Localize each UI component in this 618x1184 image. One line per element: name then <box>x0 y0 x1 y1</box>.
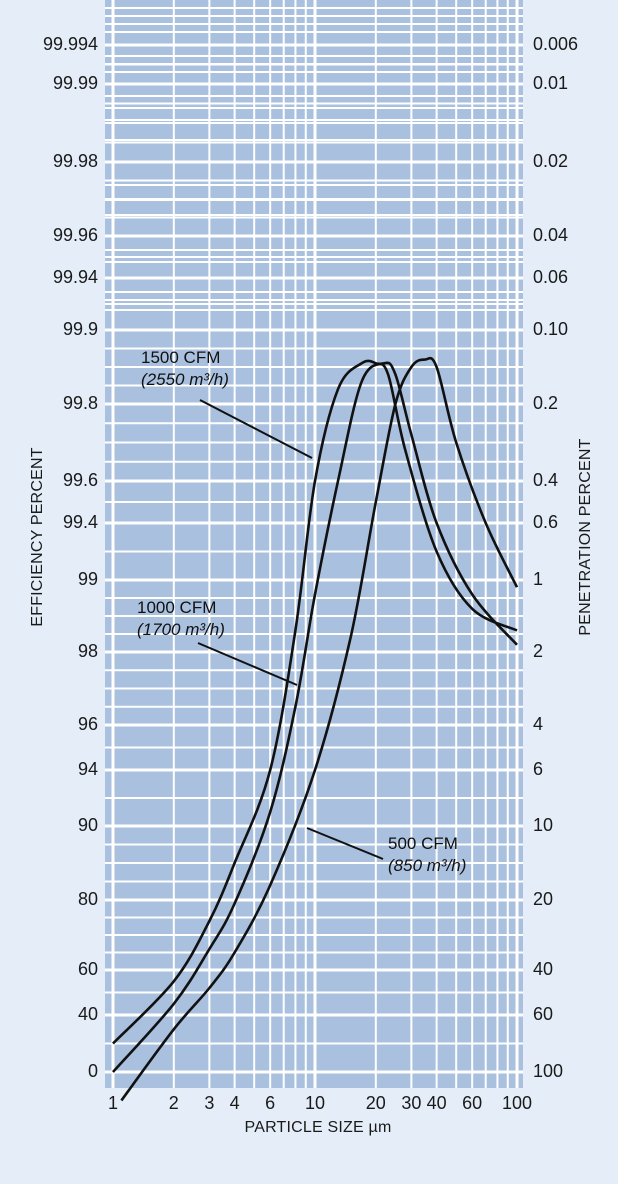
series-line-1000-cfm <box>112 361 518 1073</box>
series-label-1000-cfm: 1000 CFM <box>137 598 216 617</box>
y-right-tick-label: 0.006 <box>533 34 578 54</box>
y-right-tick-label: 10 <box>533 815 553 835</box>
y-left-tick-label: 99.98 <box>53 151 98 171</box>
series-label-1500-cfm: 1500 CFM <box>141 348 220 367</box>
x-title: PARTICLE SIZE µm <box>245 1119 392 1136</box>
y-left-tick-label: 40 <box>78 1004 98 1024</box>
y-right-tick-label: 0.04 <box>533 225 568 245</box>
annotation-1000-cfm: 1000 CFM (1700 m³/h) <box>137 598 298 686</box>
y-right-tick-label: 0.6 <box>533 512 558 532</box>
series-metric-1000-cfm: (1700 m³/h) <box>137 620 225 639</box>
y-right-tick-label: 0.06 <box>533 267 568 287</box>
y-right-tick-label: 100 <box>533 1061 563 1081</box>
y-left-tick-label: 99.99 <box>53 73 98 93</box>
series-line-500-cfm <box>120 356 519 1102</box>
y-right-tick-label: 0.4 <box>533 470 558 490</box>
y-left-tick-label: 98 <box>78 641 98 661</box>
x-tick-label: 60 <box>462 1093 482 1113</box>
y-left-tick-label: 94 <box>78 759 98 779</box>
annotation-1500-cfm: 1500 CFM (2550 m³/h) <box>141 348 313 459</box>
x-tick-label: 10 <box>305 1093 325 1113</box>
annotation-500-cfm: 500 CFM (850 m³/h) <box>306 827 466 875</box>
y-right-tick-label: 0.2 <box>533 393 558 413</box>
y-left-tick-label: 99.4 <box>63 512 98 532</box>
y-left-tick-label: 99.8 <box>63 393 98 413</box>
x-tick-label: 4 <box>230 1093 240 1113</box>
y-right-tick-label: 2 <box>533 641 543 661</box>
series-metric-1500-cfm: (2550 m³/h) <box>141 370 229 389</box>
leader-line-500-cfm <box>306 827 384 860</box>
y-right-tick-label: 0.10 <box>533 319 568 339</box>
tick-labels: 99.994 99.99 99.98 99.96 99.94 99.9 99.8 99.6 99… <box>43 34 578 1113</box>
series-metric-500-cfm: (850 m³/h) <box>388 856 466 875</box>
y-left-tick-label: 99.9 <box>63 319 98 339</box>
y-right-tick-label: 0.02 <box>533 151 568 171</box>
y-right-tick-label: 1 <box>533 569 543 589</box>
x-tick-label: 1 <box>108 1093 118 1113</box>
y-right-tick-label: 20 <box>533 889 553 909</box>
y-left-tick-label: 99.94 <box>53 267 98 287</box>
y-left-tick-label: 99.96 <box>53 225 98 245</box>
y-left-tick-label: 60 <box>78 959 98 979</box>
y-right-tick-label: 4 <box>533 714 543 734</box>
y-left-tick-label: 99.6 <box>63 470 98 490</box>
y-left-tick-label: 96 <box>78 714 98 734</box>
y-right-tick-label: 6 <box>533 759 543 779</box>
x-tick-label: 40 <box>427 1093 447 1113</box>
y-left-tick-label: 99.994 <box>43 34 98 54</box>
series-label-500-cfm: 500 CFM <box>388 834 458 853</box>
y-left-tick-label: 99 <box>78 569 98 589</box>
y-left-tick-label: 80 <box>78 889 98 909</box>
curves <box>112 356 519 1102</box>
y-right-tick-label: 60 <box>533 1004 553 1024</box>
leader-line-1500-cfm <box>199 399 313 459</box>
x-tick-label: 6 <box>265 1093 275 1113</box>
leader-line-1000-cfm <box>197 642 298 686</box>
x-tick-label: 100 <box>502 1093 532 1113</box>
y-right-tick-label: 40 <box>533 959 553 979</box>
y-right-tick-label: 0.01 <box>533 73 568 93</box>
y-left-tick-label: 0 <box>88 1061 98 1081</box>
x-tick-label: 2 <box>169 1093 179 1113</box>
grid <box>105 0 523 1088</box>
y-right-title: PENETRATION PERCENT <box>577 438 594 635</box>
y-left-title: EFFICIENCY PERCENT <box>29 447 46 626</box>
x-tick-label: 30 <box>401 1093 421 1113</box>
series-line-1500-cfm <box>112 359 518 1045</box>
x-tick-label: 3 <box>204 1093 214 1113</box>
x-tick-label: 20 <box>366 1093 386 1113</box>
y-left-tick-label: 90 <box>78 815 98 835</box>
